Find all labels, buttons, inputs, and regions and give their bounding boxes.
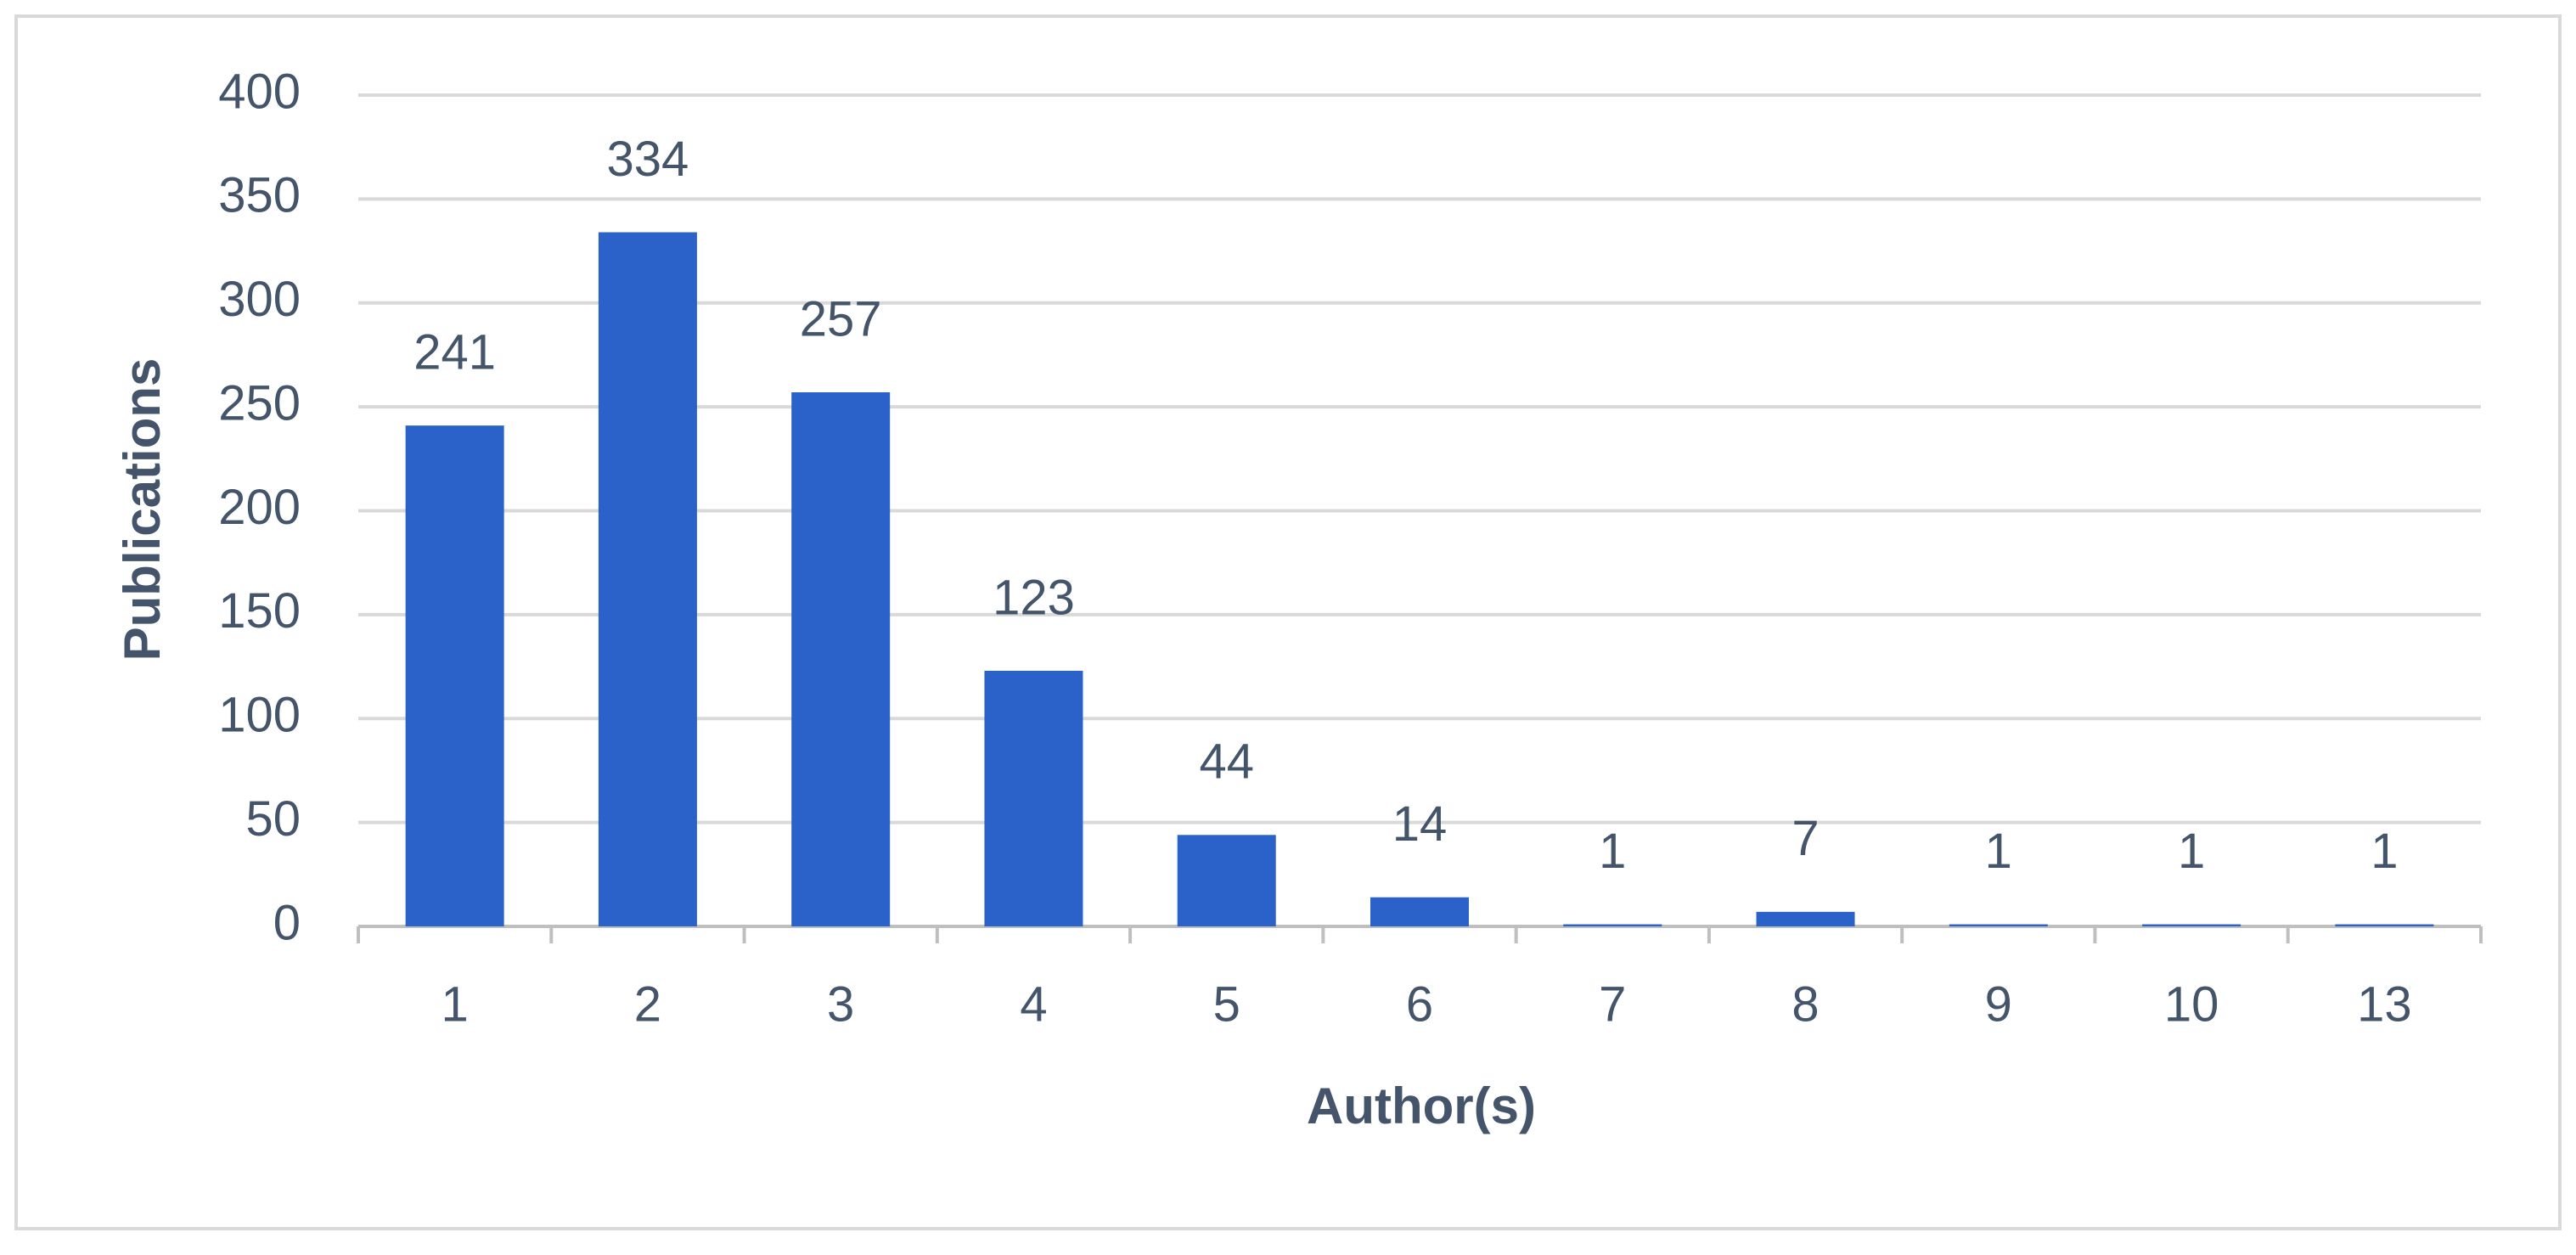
value-label: 14 xyxy=(1392,796,1448,852)
x-tick-label: 9 xyxy=(1985,976,2012,1032)
bar xyxy=(1949,924,2048,926)
value-label: 257 xyxy=(800,291,882,346)
value-label: 241 xyxy=(413,324,496,380)
x-tick-label: 7 xyxy=(1599,976,1626,1032)
bar xyxy=(598,232,697,926)
y-tick-label: 300 xyxy=(218,272,301,327)
bar xyxy=(405,425,504,927)
y-tick-label: 50 xyxy=(245,791,301,847)
x-tick-label: 8 xyxy=(1791,976,1819,1032)
x-tick-label: 5 xyxy=(1213,976,1240,1032)
x-tick-label: 1 xyxy=(442,976,469,1032)
x-tick-label: 13 xyxy=(2357,976,2412,1032)
y-tick-label: 350 xyxy=(218,168,301,223)
value-label: 334 xyxy=(607,132,689,187)
y-tick-label: 100 xyxy=(218,688,301,743)
bar xyxy=(1563,924,1662,926)
value-label: 7 xyxy=(1791,811,1819,866)
y-tick-label: 250 xyxy=(218,375,301,431)
x-tick-label: 4 xyxy=(1020,976,1047,1032)
bar xyxy=(984,670,1083,926)
y-tick-label: 200 xyxy=(218,480,301,535)
x-tick-label: 10 xyxy=(2164,976,2219,1032)
y-axis-title: Publications xyxy=(114,358,171,661)
y-tick-label: 150 xyxy=(218,583,301,639)
value-label: 123 xyxy=(993,570,1075,625)
y-tick-label: 400 xyxy=(218,64,301,119)
x-axis-title: Author(s) xyxy=(1307,1078,1536,1134)
value-label: 1 xyxy=(1985,824,2012,879)
x-tick-label: 3 xyxy=(827,976,854,1032)
x-tick-label: 6 xyxy=(1406,976,1433,1032)
x-tick-label: 2 xyxy=(634,976,661,1032)
bar xyxy=(1756,911,1855,926)
bar xyxy=(1177,835,1276,926)
value-label: 1 xyxy=(2371,824,2398,879)
bar xyxy=(2335,924,2434,926)
value-label: 1 xyxy=(1599,824,1626,879)
bar xyxy=(791,391,891,926)
value-label: 44 xyxy=(1199,734,1254,790)
y-tick-label: 0 xyxy=(273,895,301,950)
value-label: 1 xyxy=(2178,824,2205,879)
bar xyxy=(2142,924,2241,926)
bar xyxy=(1370,897,1469,926)
